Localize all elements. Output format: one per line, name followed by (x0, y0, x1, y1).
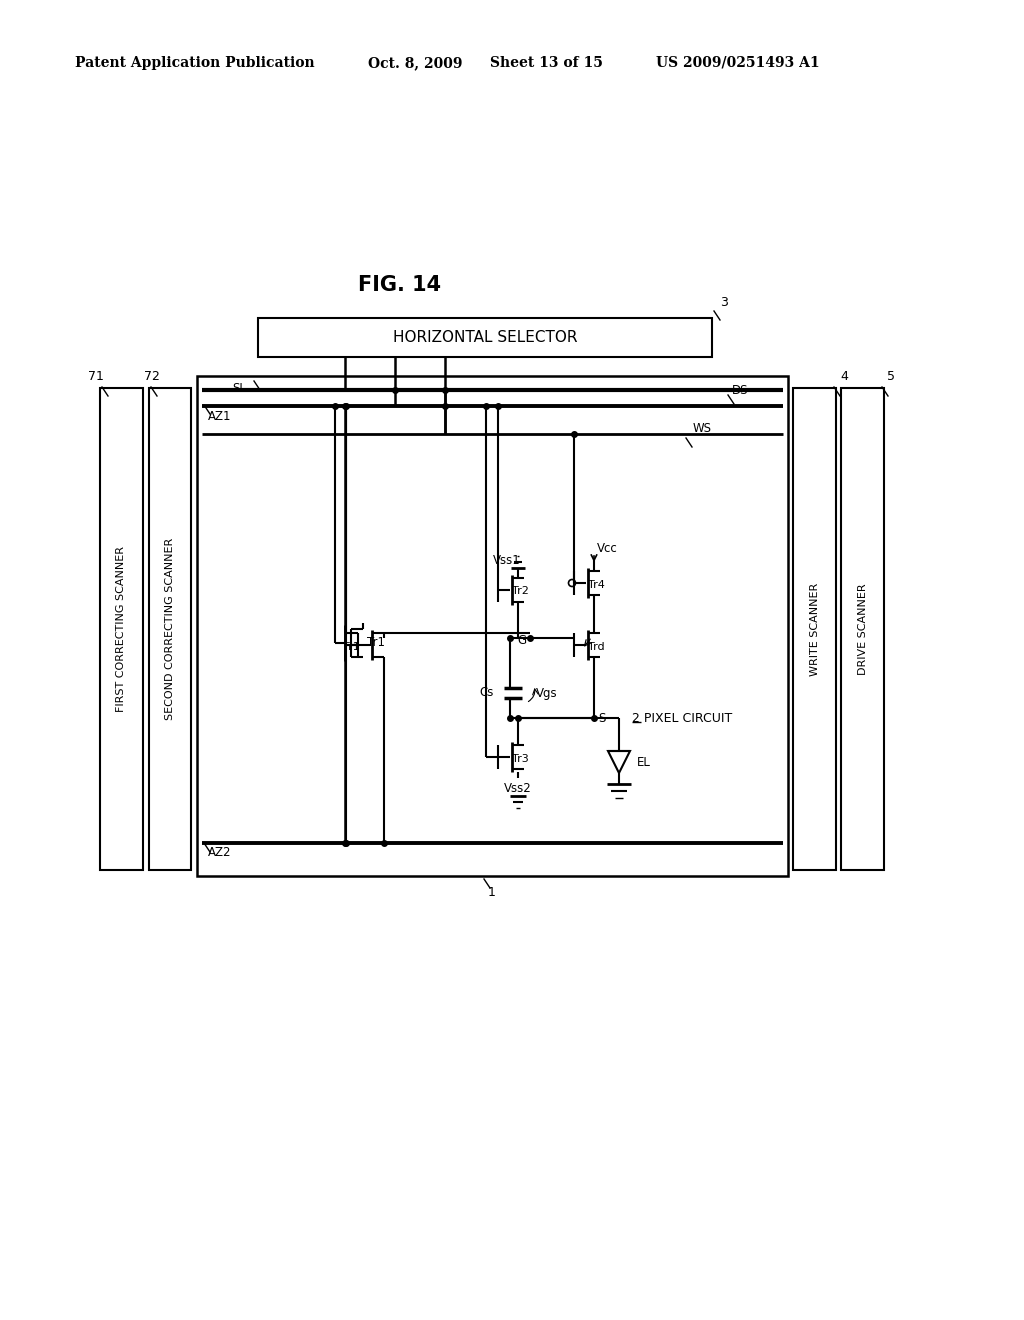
Text: 71: 71 (88, 370, 104, 383)
Bar (470, 531, 730, 838)
Text: AZ2: AZ2 (208, 846, 231, 859)
Text: Tr1: Tr1 (343, 642, 360, 652)
Bar (100, 388, 143, 870)
Text: US 2009/0251493 A1: US 2009/0251493 A1 (656, 55, 819, 70)
Text: Vss2: Vss2 (504, 781, 531, 795)
Bar (197, 376, 788, 876)
Bar (841, 388, 884, 870)
Text: Tr1: Tr1 (367, 636, 385, 649)
Text: SECOND CORRECTING SCANNER: SECOND CORRECTING SCANNER (165, 537, 175, 721)
Text: Vcc: Vcc (597, 541, 617, 554)
Text: Tr3: Tr3 (512, 754, 528, 764)
Text: FIRST CORRECTING SCANNER: FIRST CORRECTING SCANNER (117, 546, 127, 711)
Text: S: S (598, 711, 605, 725)
Text: 1: 1 (488, 887, 496, 899)
Text: WRITE SCANNER: WRITE SCANNER (810, 582, 819, 676)
Text: Trd: Trd (588, 642, 604, 652)
Text: WS: WS (693, 421, 712, 434)
Text: 72: 72 (144, 370, 160, 383)
Text: AZ1: AZ1 (208, 409, 231, 422)
Text: DRIVE SCANNER: DRIVE SCANNER (857, 583, 867, 675)
Text: G: G (518, 635, 527, 648)
Text: Tr2: Tr2 (512, 586, 528, 597)
Text: Cs: Cs (479, 686, 494, 700)
Text: EL: EL (637, 755, 651, 768)
Text: Sheet 13 of 15: Sheet 13 of 15 (490, 55, 603, 70)
Text: Vgs: Vgs (536, 686, 558, 700)
Bar (150, 388, 191, 870)
Text: Oct. 8, 2009: Oct. 8, 2009 (368, 55, 463, 70)
Text: 3: 3 (720, 297, 728, 309)
Text: SL: SL (232, 381, 246, 395)
Bar (793, 388, 836, 870)
Bar (258, 318, 712, 356)
Text: HORIZONTAL SELECTOR: HORIZONTAL SELECTOR (393, 330, 578, 345)
Text: FIG. 14: FIG. 14 (358, 275, 441, 294)
Text: Tr4: Tr4 (588, 579, 605, 590)
Text: Vss1: Vss1 (493, 553, 521, 566)
Text: Patent Application Publication: Patent Application Publication (75, 55, 314, 70)
Text: 4: 4 (840, 370, 848, 383)
Text: DS: DS (732, 384, 749, 397)
Text: 2 PIXEL CIRCUIT: 2 PIXEL CIRCUIT (632, 711, 732, 725)
Text: 5: 5 (887, 370, 895, 383)
